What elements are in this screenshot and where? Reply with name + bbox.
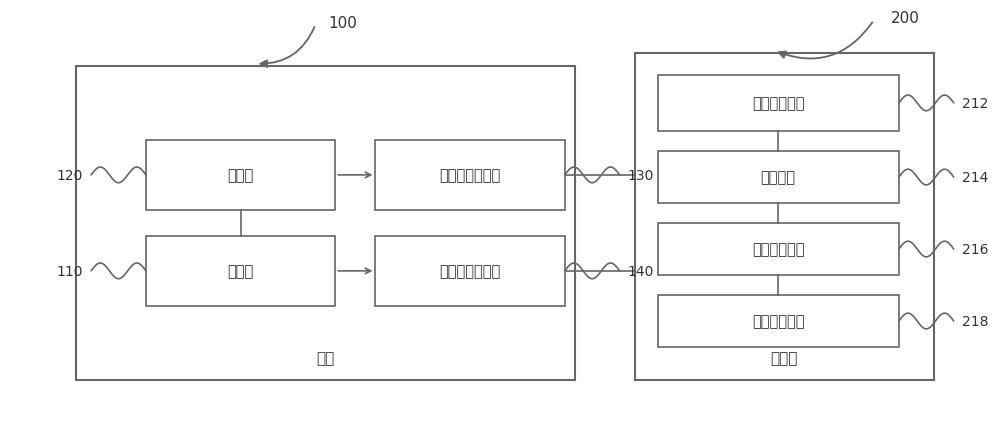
- Bar: [76, 67, 575, 380]
- Bar: [658, 75, 899, 132]
- Bar: [635, 53, 934, 380]
- Text: 第一获取模块: 第一获取模块: [752, 96, 804, 111]
- Text: 100: 100: [328, 16, 357, 31]
- Text: 服务器: 服务器: [771, 351, 798, 366]
- Text: 140: 140: [628, 264, 654, 278]
- Text: 212: 212: [962, 97, 988, 111]
- Text: 130: 130: [628, 169, 654, 183]
- Text: 第一判断模块: 第一判断模块: [752, 314, 804, 329]
- Text: 214: 214: [962, 171, 988, 185]
- Text: 110: 110: [57, 264, 83, 278]
- Text: 蒸发器: 蒸发器: [228, 168, 254, 183]
- Text: 第二温度传感器: 第二温度传感器: [439, 264, 501, 279]
- Bar: [146, 237, 335, 306]
- Text: 200: 200: [891, 11, 920, 26]
- Bar: [658, 152, 899, 204]
- Bar: [375, 237, 565, 306]
- Text: 218: 218: [962, 314, 988, 328]
- Bar: [375, 141, 565, 210]
- Text: 计算模块: 计算模块: [761, 170, 796, 185]
- Text: 216: 216: [962, 243, 988, 257]
- Text: 120: 120: [57, 169, 83, 183]
- Bar: [658, 295, 899, 347]
- Text: 第一处理模块: 第一处理模块: [752, 242, 804, 257]
- Bar: [146, 141, 335, 210]
- Bar: [658, 223, 899, 276]
- Text: 第一温度传感器: 第一温度传感器: [439, 168, 501, 183]
- Text: 冰筱: 冰筱: [316, 351, 335, 366]
- Text: 储藏室: 储藏室: [228, 264, 254, 279]
